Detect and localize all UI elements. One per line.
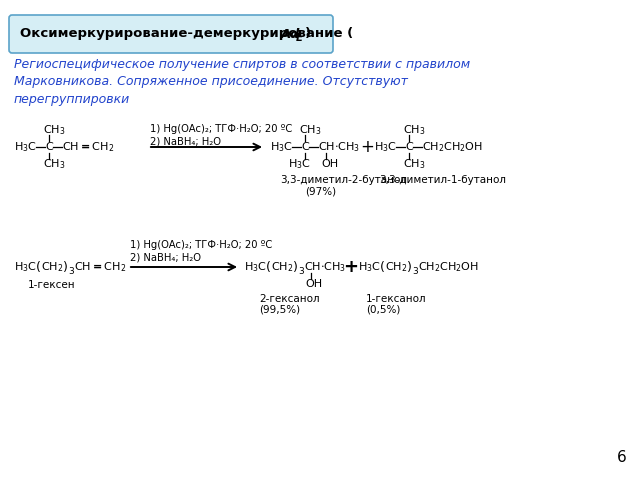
Text: 1) Hg(OAc)₂; ТГФ·H₂O; 20 ºC: 1) Hg(OAc)₂; ТГФ·H₂O; 20 ºC xyxy=(130,240,272,250)
Text: 3: 3 xyxy=(412,266,418,276)
Text: CH$_3$: CH$_3$ xyxy=(299,123,321,137)
Text: OH: OH xyxy=(321,159,338,169)
Text: 3,3-диметил-2-бутанол: 3,3-диметил-2-бутанол xyxy=(280,175,407,185)
Text: 1-гексен: 1-гексен xyxy=(28,280,76,290)
Text: ): ) xyxy=(293,261,298,274)
Text: CH$_2$: CH$_2$ xyxy=(41,260,63,274)
Text: (0,5%): (0,5%) xyxy=(366,305,401,315)
Text: (: ( xyxy=(266,261,271,274)
Text: H$_3$C: H$_3$C xyxy=(358,260,381,274)
Text: ): ) xyxy=(407,261,412,274)
Text: (99,5%): (99,5%) xyxy=(259,305,300,315)
Text: Региоспецифическое получение спиртов в соответствии с правилом
Марковникова. Соп: Региоспецифическое получение спиртов в с… xyxy=(14,58,470,106)
Text: OH: OH xyxy=(305,279,322,289)
Text: CH$_3$: CH$_3$ xyxy=(403,157,426,171)
Text: CH$_2$CH$_2$OH: CH$_2$CH$_2$OH xyxy=(422,140,483,154)
Text: CH$\cdot$CH$_3$: CH$\cdot$CH$_3$ xyxy=(304,260,346,274)
Text: H$_3$C: H$_3$C xyxy=(14,140,37,154)
Text: CH$\mathbf{=}$CH$_2$: CH$\mathbf{=}$CH$_2$ xyxy=(62,140,114,154)
Text: CH$_2$CH$_2$OH: CH$_2$CH$_2$OH xyxy=(418,260,479,274)
Text: H$_3$C: H$_3$C xyxy=(374,140,397,154)
Text: 2) NaBH₄; H₂O: 2) NaBH₄; H₂O xyxy=(150,136,221,146)
Text: H$_3$C: H$_3$C xyxy=(288,157,311,171)
Text: 3: 3 xyxy=(298,266,304,276)
Text: 1) Hg(OAc)₂; ТГФ·H₂O; 20 ºC: 1) Hg(OAc)₂; ТГФ·H₂O; 20 ºC xyxy=(150,124,292,134)
Text: CH$_3$: CH$_3$ xyxy=(43,123,65,137)
Text: C: C xyxy=(301,142,308,152)
Text: +: + xyxy=(360,138,374,156)
Text: H$_3$C: H$_3$C xyxy=(270,140,293,154)
Text: CH$_2$: CH$_2$ xyxy=(385,260,408,274)
Text: E: E xyxy=(296,33,303,43)
Text: 2) NaBH₄; H₂O: 2) NaBH₄; H₂O xyxy=(130,252,201,262)
Text: 2-гексанол: 2-гексанол xyxy=(259,294,319,304)
Text: (: ( xyxy=(380,261,385,274)
Text: CH$\cdot$CH$_3$: CH$\cdot$CH$_3$ xyxy=(318,140,360,154)
FancyBboxPatch shape xyxy=(9,15,333,53)
Text: 3: 3 xyxy=(68,266,74,276)
Text: Ad: Ad xyxy=(281,27,300,40)
Text: ): ) xyxy=(63,261,68,274)
Text: C: C xyxy=(405,142,413,152)
Text: 3,3-диметил-1-бутанол: 3,3-диметил-1-бутанол xyxy=(379,175,506,185)
Text: CH$_3$: CH$_3$ xyxy=(403,123,426,137)
Text: CH$\mathbf{=}$CH$_2$: CH$\mathbf{=}$CH$_2$ xyxy=(74,260,126,274)
Text: CH$_3$: CH$_3$ xyxy=(43,157,65,171)
Text: 1-гексанол: 1-гексанол xyxy=(366,294,427,304)
Text: H$_3$C: H$_3$C xyxy=(14,260,37,274)
Text: H$_3$C: H$_3$C xyxy=(244,260,267,274)
Text: +: + xyxy=(343,258,358,276)
Text: CH$_2$: CH$_2$ xyxy=(271,260,293,274)
Text: (: ( xyxy=(36,261,41,274)
Text: C: C xyxy=(45,142,52,152)
Text: ): ) xyxy=(305,27,311,40)
Text: 6: 6 xyxy=(617,451,627,466)
Text: (97%): (97%) xyxy=(305,186,336,196)
Text: Оксимеркурирование-демеркурирование (: Оксимеркурирование-демеркурирование ( xyxy=(20,27,353,40)
